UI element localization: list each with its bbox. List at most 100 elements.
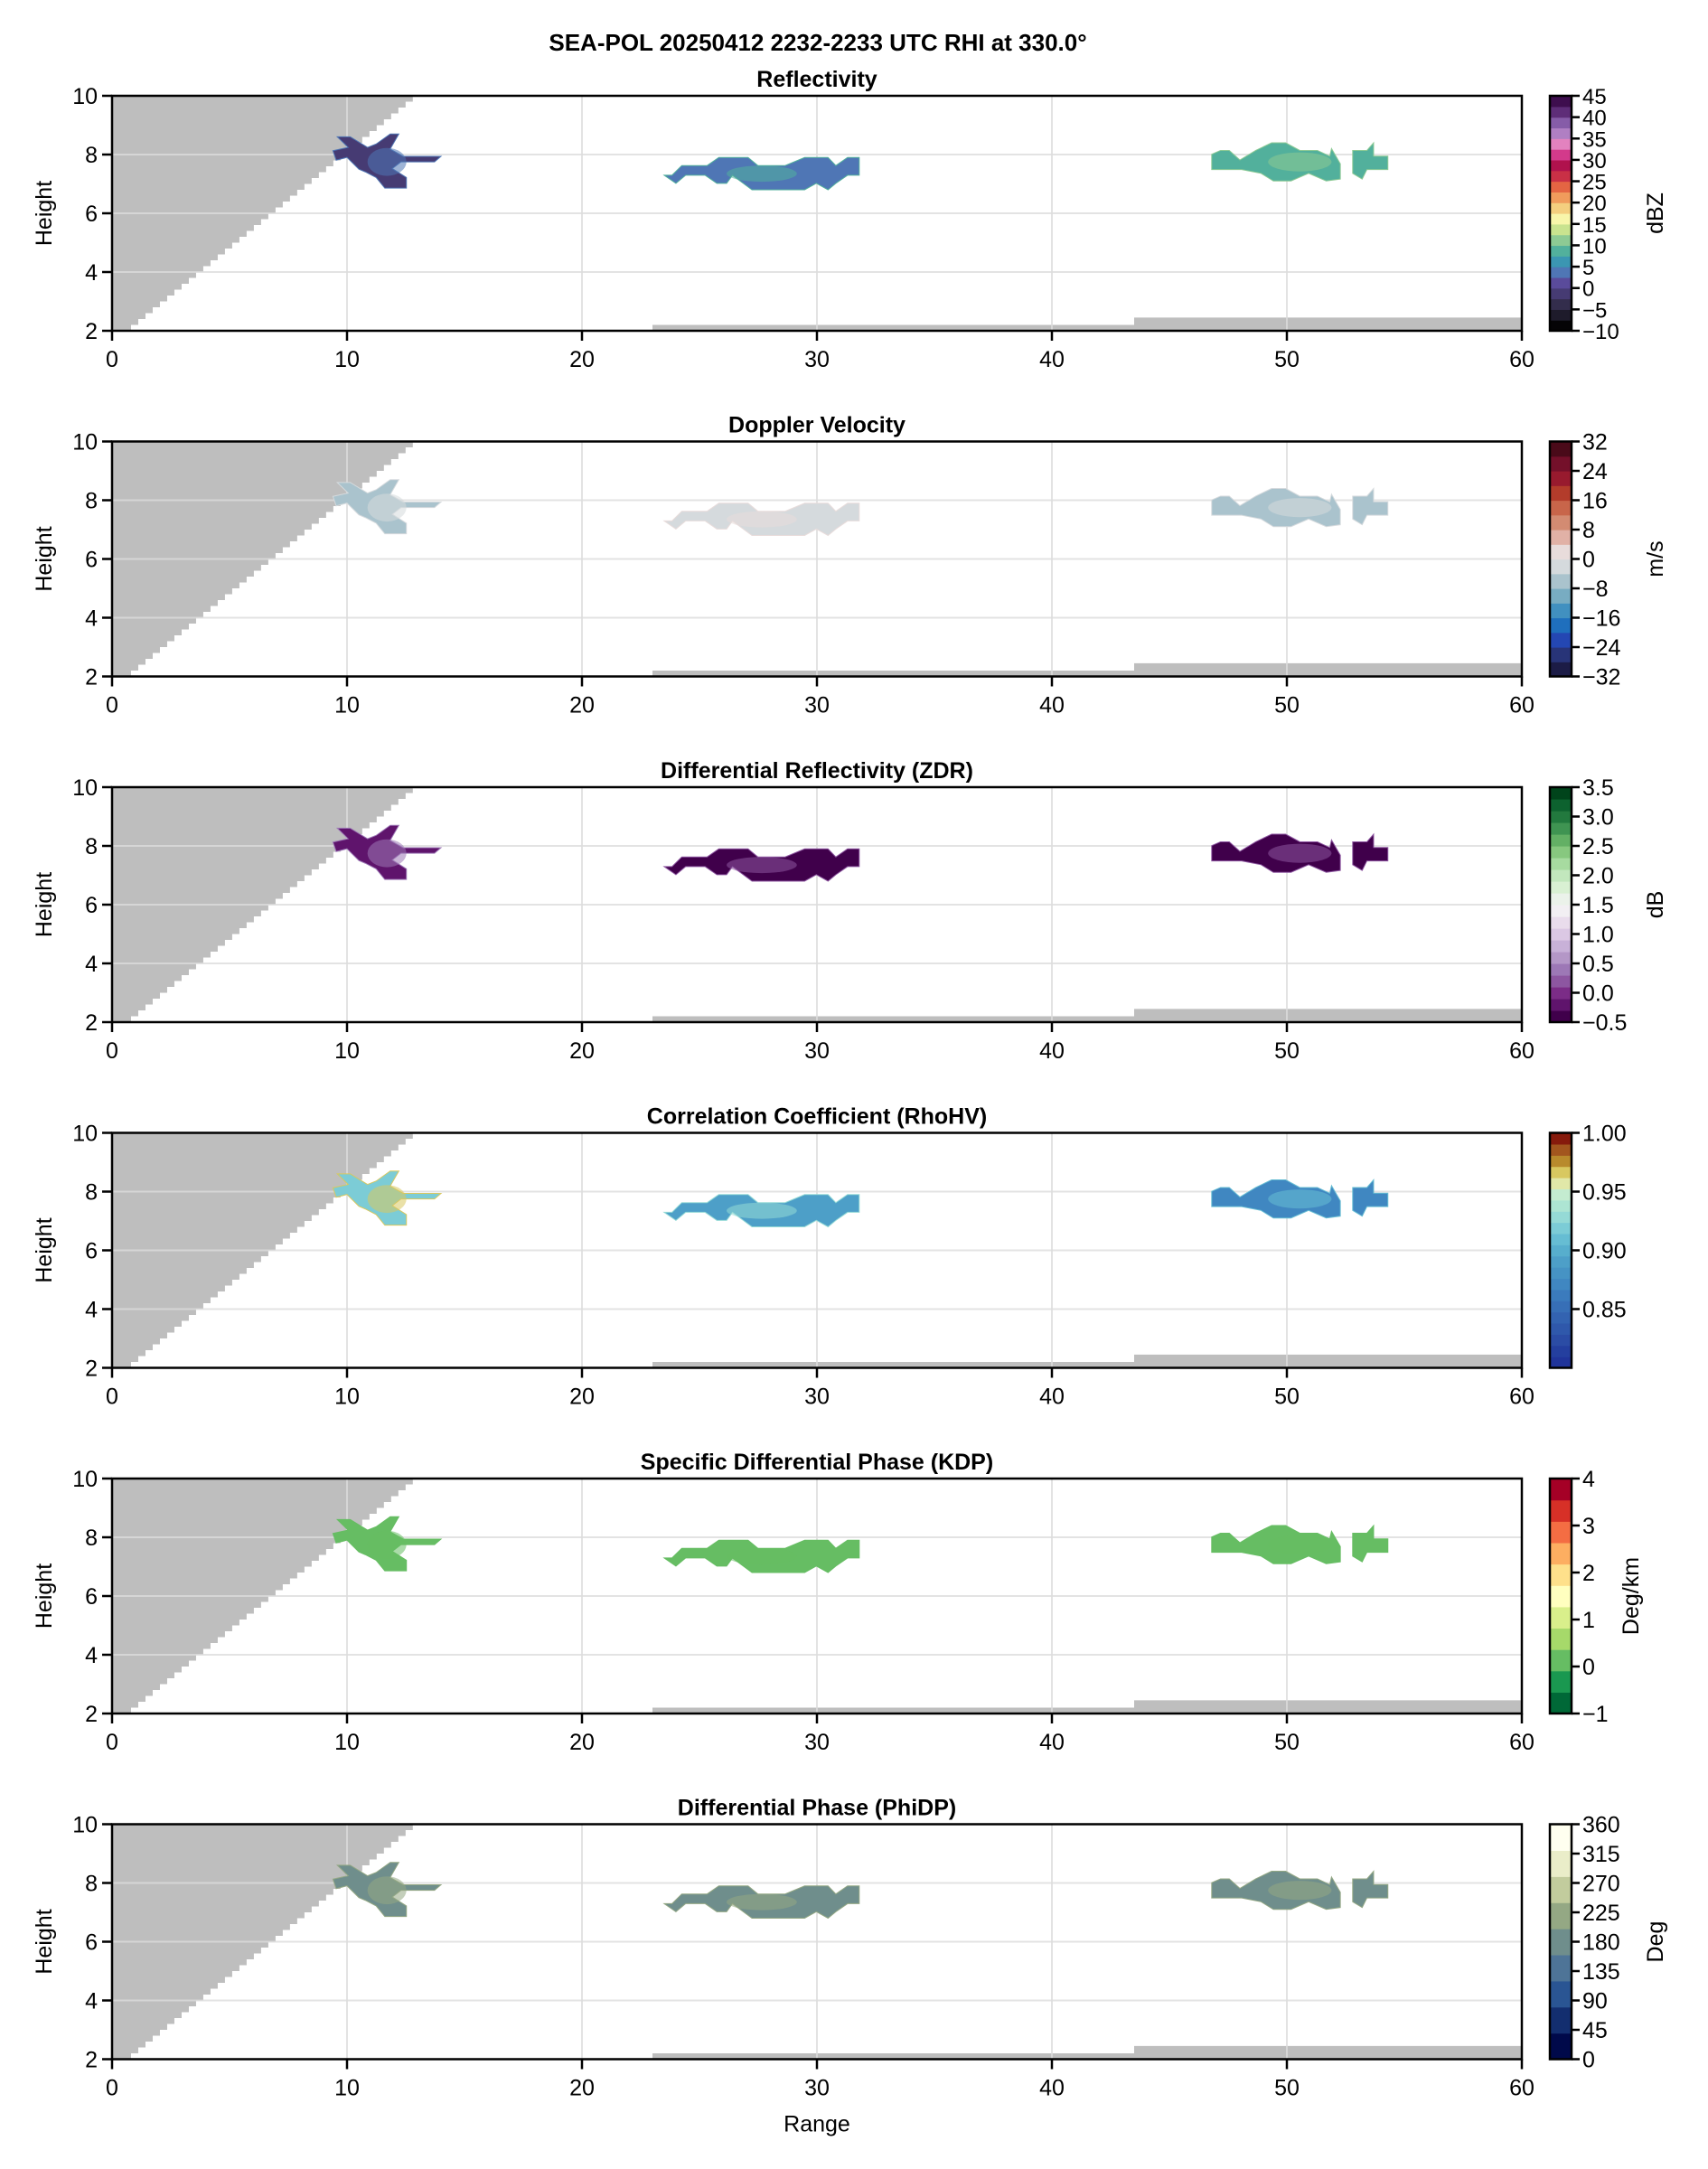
colorbar-swatch bbox=[1550, 234, 1572, 247]
x-tick-label: 60 bbox=[1509, 1385, 1534, 1410]
colorbar-swatch bbox=[1550, 617, 1572, 634]
colorbar-swatch bbox=[1550, 170, 1572, 183]
x-tick-label: 0 bbox=[106, 1730, 118, 1755]
colorbar-swatch bbox=[1550, 787, 1572, 800]
colorbar-swatch bbox=[1550, 952, 1572, 964]
colorbar-tick-label: −32 bbox=[1582, 665, 1620, 690]
colorbar-tick-label: 0.95 bbox=[1582, 1180, 1627, 1206]
colorbar-tick-label: 8 bbox=[1582, 518, 1595, 543]
colorbar-swatch bbox=[1550, 811, 1572, 823]
colorbar-swatch bbox=[1550, 869, 1572, 882]
y-axis-label: Height bbox=[32, 526, 57, 591]
colorbar-swatch bbox=[1550, 1929, 1572, 1956]
colorbar: 0.85 0.90 0.95 1.00 bbox=[1548, 1122, 1627, 1369]
echo-contour-near bbox=[367, 493, 407, 522]
ground-clutter-mask bbox=[652, 324, 1134, 331]
ground-clutter-mask bbox=[652, 671, 1134, 677]
colorbar-tick-label: 2.0 bbox=[1582, 864, 1614, 889]
colorbar-swatch bbox=[1550, 916, 1572, 929]
y-tick-label: 8 bbox=[85, 834, 98, 859]
colorbar-tick-label: 0 bbox=[1582, 1655, 1595, 1680]
colorbar-tick-label: −0.5 bbox=[1582, 1010, 1627, 1036]
colorbar-swatch bbox=[1550, 287, 1572, 300]
colorbar-tick-label: 0.0 bbox=[1582, 981, 1614, 1007]
colorbar-tick-label: 315 bbox=[1582, 1842, 1620, 1867]
colorbar-swatch bbox=[1550, 544, 1572, 560]
colorbar-tick-label: 135 bbox=[1582, 1959, 1620, 1985]
colorbar-tick-label: 0.5 bbox=[1582, 952, 1614, 977]
colorbar-tick-label: −8 bbox=[1582, 577, 1609, 602]
x-tick-label: 50 bbox=[1274, 1385, 1300, 1410]
x-tick-label: 50 bbox=[1274, 693, 1300, 718]
colorbar-swatch bbox=[1550, 1188, 1572, 1201]
colorbar-swatch bbox=[1550, 127, 1572, 139]
colorbar-swatch bbox=[1550, 928, 1572, 941]
colorbar-swatch bbox=[1550, 2006, 1572, 2034]
y-tick-label: 8 bbox=[85, 1526, 98, 1551]
colorbar-label: m/s bbox=[1643, 540, 1668, 577]
colorbar-tick-label: −16 bbox=[1582, 606, 1620, 632]
colorbar-swatch bbox=[1550, 202, 1572, 214]
colorbar-swatch bbox=[1550, 1850, 1572, 1877]
x-tick-label: 30 bbox=[804, 347, 830, 372]
colorbar-swatch bbox=[1550, 1311, 1572, 1324]
colorbar-swatch bbox=[1550, 514, 1572, 531]
colorbar-swatch bbox=[1550, 441, 1572, 457]
colorbar-tick-label: 270 bbox=[1582, 1872, 1620, 1897]
x-tick-label: 60 bbox=[1509, 2076, 1534, 2101]
panel-6: Differential Phase (PhiDP)0 10 20 30 40 50 602… bbox=[32, 1796, 1668, 2137]
y-tick-label: 10 bbox=[72, 1813, 98, 1838]
echo-contour-far bbox=[1268, 843, 1332, 863]
colorbar-swatch bbox=[1550, 1322, 1572, 1335]
x-tick-label: 30 bbox=[804, 2076, 830, 2101]
colorbar-swatch bbox=[1550, 1479, 1572, 1501]
colorbar-swatch bbox=[1550, 799, 1572, 812]
colorbar-swatch bbox=[1550, 603, 1572, 619]
ground-clutter-mask bbox=[1134, 1354, 1522, 1368]
echo-contour-middle bbox=[727, 511, 797, 528]
x-tick-label: 50 bbox=[1274, 1038, 1300, 1064]
colorbar-swatch bbox=[1550, 2033, 1572, 2061]
colorbar-swatch bbox=[1550, 1542, 1572, 1565]
x-tick-label: 50 bbox=[1274, 2076, 1300, 2101]
x-tick-label: 50 bbox=[1274, 1730, 1300, 1755]
ground-clutter-mask bbox=[1134, 1009, 1522, 1022]
colorbar-swatch bbox=[1550, 893, 1572, 906]
colorbar-swatch bbox=[1550, 647, 1572, 662]
colorbar-swatch bbox=[1550, 1954, 1572, 1982]
colorbar-swatch bbox=[1550, 117, 1572, 129]
echo-contour-far bbox=[1268, 152, 1332, 172]
colorbar-swatch bbox=[1550, 559, 1572, 575]
panel-title: Correlation Coefficient (RhoHV) bbox=[647, 1104, 987, 1130]
panel-5: Specific Differential Phase (KDP)0 10 20 30… bbox=[32, 1450, 1644, 1755]
x-tick-label: 40 bbox=[1039, 1730, 1065, 1755]
colorbar-swatch bbox=[1550, 1178, 1572, 1190]
colorbar-swatch bbox=[1550, 662, 1572, 678]
colorbar-swatch bbox=[1550, 298, 1572, 310]
colorbar-swatch bbox=[1550, 96, 1572, 108]
colorbar-swatch bbox=[1550, 1300, 1572, 1313]
colorbar-swatch bbox=[1550, 309, 1572, 321]
y-tick-label: 6 bbox=[85, 202, 98, 227]
colorbar-swatch bbox=[1550, 940, 1572, 953]
colorbar-tick-label: 0 bbox=[1582, 548, 1595, 573]
colorbar-swatch bbox=[1550, 1499, 1572, 1522]
colorbar-tick-label: 35 bbox=[1582, 127, 1607, 152]
colorbar-tick-label: 5 bbox=[1582, 256, 1594, 280]
x-tick-label: 30 bbox=[804, 1038, 830, 1064]
x-tick-label: 0 bbox=[106, 1385, 118, 1410]
colorbar-swatch bbox=[1550, 320, 1572, 332]
colorbar-swatch bbox=[1550, 192, 1572, 203]
echo-far bbox=[1352, 487, 1389, 526]
colorbar-swatch bbox=[1550, 1649, 1572, 1672]
colorbar-swatch bbox=[1550, 1692, 1572, 1714]
colorbar-tick-label: 25 bbox=[1582, 171, 1607, 195]
x-tick-label: 10 bbox=[334, 1038, 360, 1064]
y-tick-label: 10 bbox=[72, 430, 98, 455]
x-tick-label: 40 bbox=[1039, 1038, 1065, 1064]
colorbar-swatch bbox=[1550, 1824, 1572, 1851]
ground-clutter-mask bbox=[1134, 2045, 1522, 2060]
colorbar-swatch bbox=[1550, 223, 1572, 236]
colorbar-swatch bbox=[1550, 471, 1572, 486]
